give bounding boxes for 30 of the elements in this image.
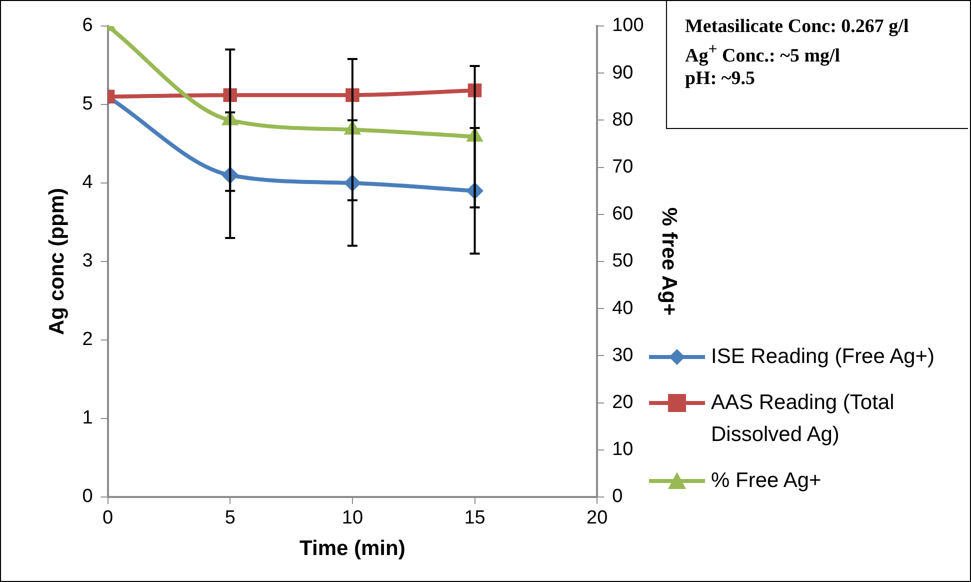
x-axis-title: Time (min): [300, 537, 406, 560]
text-box: Metasilicate Conc: 0.267 g/l Ag$^{+}$ Conc.: ~5 mg/l pH: ~9.5: [666, 1, 968, 129]
y2-tick-label: 30: [612, 344, 634, 366]
x-tick-label: 0: [102, 508, 114, 529]
y-tick-label: 0: [82, 486, 93, 508]
y-tick-label: 4: [82, 172, 94, 194]
y-tick-label: 1: [82, 408, 93, 429]
y2-tick-label: 50: [612, 250, 634, 272]
x-tick-label: 15: [464, 508, 486, 529]
y-axis-title: Ag conc (ppm): [45, 188, 68, 335]
legend-label: % Free Ag+: [711, 468, 822, 494]
x-tick-label: 5: [224, 508, 236, 529]
y-tick-label: 6: [82, 15, 93, 36]
y-tick-label: 5: [82, 94, 93, 115]
y2-tick-label: 80: [612, 109, 634, 130]
legend-label: AAS Reading (Total Dissolved Ag): [711, 390, 896, 448]
y2-tick-label: 100: [612, 15, 644, 36]
y2-tick-label: 20: [612, 392, 634, 414]
legend-label: ISE Reading (Free Ag+): [711, 344, 935, 370]
y2-tick-label: 10: [612, 439, 634, 460]
y2-tick-label: 40: [612, 298, 634, 319]
y2-axis-title: % free Ag+: [658, 207, 681, 316]
x-tick-label: 10: [342, 508, 364, 529]
y2-tick-label: 60: [612, 204, 634, 225]
y-tick-label: 3: [82, 250, 93, 272]
y2-tick-label: 70: [612, 156, 634, 178]
y-tick-label: 2: [82, 329, 93, 350]
x-tick-label: 20: [586, 508, 608, 529]
y2-tick-label: 0: [612, 486, 623, 508]
y2-tick-label: 90: [612, 62, 634, 84]
